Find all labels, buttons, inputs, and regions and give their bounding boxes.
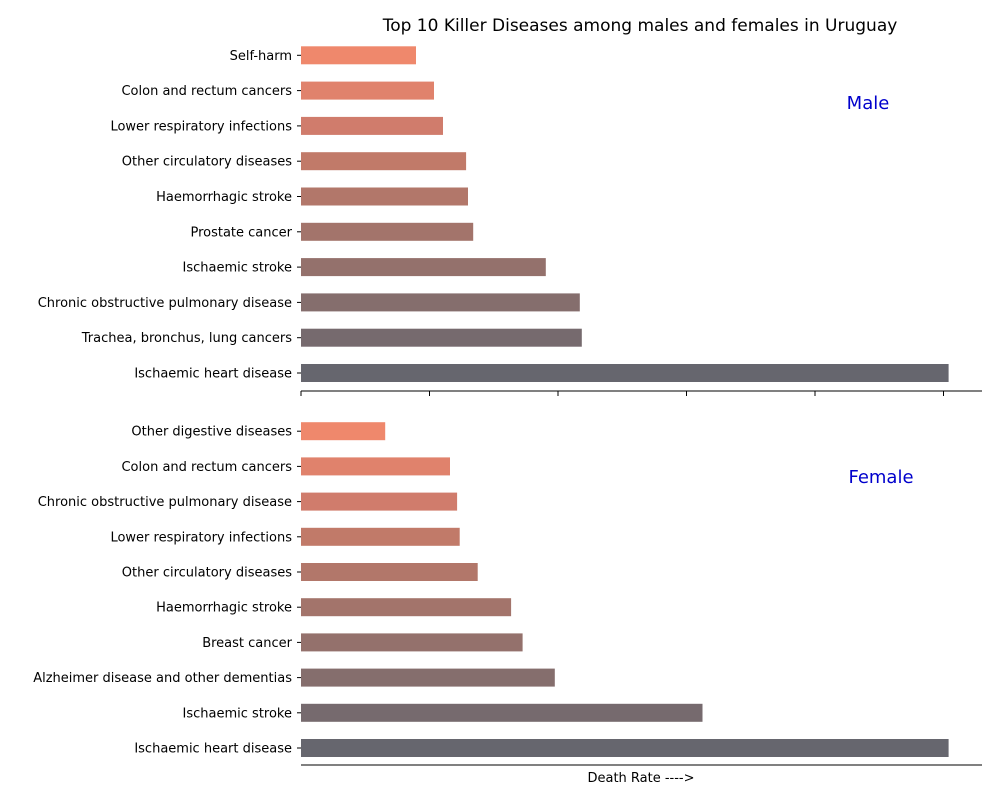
male-category-label: Other circulatory diseases bbox=[122, 155, 292, 170]
female-panel: Ischaemic heart disease Ischaemic stroke A… bbox=[33, 422, 982, 766]
male-category-label: Trachea, bronchus, lung cancers bbox=[81, 331, 292, 346]
male-bar bbox=[301, 46, 416, 65]
female-category-label: Ischaemic stroke bbox=[183, 706, 292, 721]
female-bar bbox=[301, 633, 523, 652]
female-category-label: Lower respiratory infections bbox=[110, 530, 292, 545]
male-category-label: Chronic obstructive pulmonary disease bbox=[38, 296, 292, 311]
male-bar bbox=[301, 187, 468, 206]
female-panel-label: Female bbox=[848, 467, 913, 488]
female-bar bbox=[301, 668, 555, 687]
female-bar bbox=[301, 703, 703, 722]
female-category-label: Chronic obstructive pulmonary disease bbox=[38, 495, 292, 510]
female-category-label: Breast cancer bbox=[202, 636, 292, 651]
male-bar bbox=[301, 364, 949, 382]
male-category-label: Lower respiratory infections bbox=[110, 119, 292, 134]
female-category-label: Colon and rectum cancers bbox=[121, 460, 292, 475]
female-category-label: Other digestive diseases bbox=[131, 425, 292, 440]
female-bar bbox=[301, 527, 460, 546]
male-bar bbox=[301, 222, 474, 241]
male-bar bbox=[301, 152, 467, 171]
female-bar bbox=[301, 492, 458, 511]
female-bar bbox=[301, 563, 478, 581]
male-bar bbox=[301, 258, 546, 277]
male-category-label: Colon and rectum cancers bbox=[121, 84, 292, 99]
female-bar bbox=[301, 598, 512, 617]
female-bar bbox=[301, 422, 386, 441]
male-bar bbox=[301, 328, 582, 347]
male-bar bbox=[301, 81, 434, 100]
female-category-label: Other circulatory diseases bbox=[122, 566, 292, 581]
male-panel: Ischaemic heart disease Trachea, bronchus… bbox=[38, 46, 982, 396]
male-bar bbox=[301, 116, 443, 135]
male-bar bbox=[301, 293, 580, 312]
x-axis-label: Death Rate ----> bbox=[587, 771, 694, 786]
female-category-label: Haemorrhagic stroke bbox=[156, 601, 292, 616]
male-category-label: Prostate cancer bbox=[190, 225, 292, 240]
male-category-label: Ischaemic stroke bbox=[183, 261, 292, 276]
male-category-label: Self-harm bbox=[230, 49, 292, 64]
female-category-label: Alzheimer disease and other dementias bbox=[33, 671, 292, 686]
female-category-label: Ischaemic heart disease bbox=[134, 742, 292, 757]
female-bar bbox=[301, 739, 949, 757]
chart-title: Top 10 Killer Diseases among males and f… bbox=[382, 16, 898, 36]
female-bar bbox=[301, 457, 450, 476]
male-category-label: Ischaemic heart disease bbox=[134, 367, 292, 382]
male-panel-label: Male bbox=[847, 93, 890, 114]
male-category-label: Haemorrhagic stroke bbox=[156, 190, 292, 205]
